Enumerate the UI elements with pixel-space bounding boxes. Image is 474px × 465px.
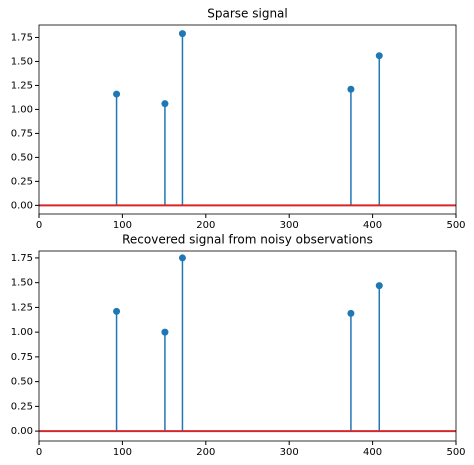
x-tick-label: 200 [196,447,215,458]
y-tick-label: 1.50 [11,278,33,289]
x-tick-label: 500 [446,447,465,458]
stem-marker [113,90,121,98]
y-tick-label: 1.50 [11,56,33,67]
y-tick-label: 1.75 [11,253,33,264]
y-tick-label: 0.75 [11,128,33,139]
x-tick-label: 100 [113,220,132,231]
y-tick-label: 0.25 [11,401,33,412]
plot-frame [38,24,457,215]
chart-title: Recovered signal from noisy observations [122,233,373,247]
stem-marker [161,328,169,336]
y-tick-label: 1.00 [11,104,33,115]
stem-marker [375,282,383,290]
x-tick-label: 0 [36,220,42,231]
x-tick-label: 400 [363,220,382,231]
x-tick-label: 0 [36,447,42,458]
y-tick-label: 0.00 [11,426,33,437]
x-tick-label: 500 [446,220,465,231]
stem-marker [113,307,121,315]
stem-marker [178,254,186,262]
y-tick-label: 0.25 [11,176,33,187]
x-tick-label: 400 [363,447,382,458]
plot-frame [38,250,457,442]
x-tick-label: 300 [280,447,299,458]
chart-title: Sparse signal [207,7,287,21]
y-tick-label: 1.75 [11,32,33,43]
x-tick-label: 100 [113,447,132,458]
y-tick-label: 1.25 [11,302,33,313]
x-tick-label: 300 [280,220,299,231]
y-tick-label: 0.00 [11,200,33,211]
stem-marker [347,309,355,317]
stem-marker [161,100,169,108]
y-tick-label: 1.00 [11,327,33,338]
stem-marker [375,52,383,60]
y-tick-label: 1.25 [11,80,33,91]
stem-marker [178,30,186,38]
stem-marker [347,85,355,93]
y-tick-label: 0.50 [11,377,33,388]
y-tick-label: 0.50 [11,152,33,163]
x-tick-label: 200 [196,220,215,231]
y-tick-label: 0.75 [11,352,33,363]
